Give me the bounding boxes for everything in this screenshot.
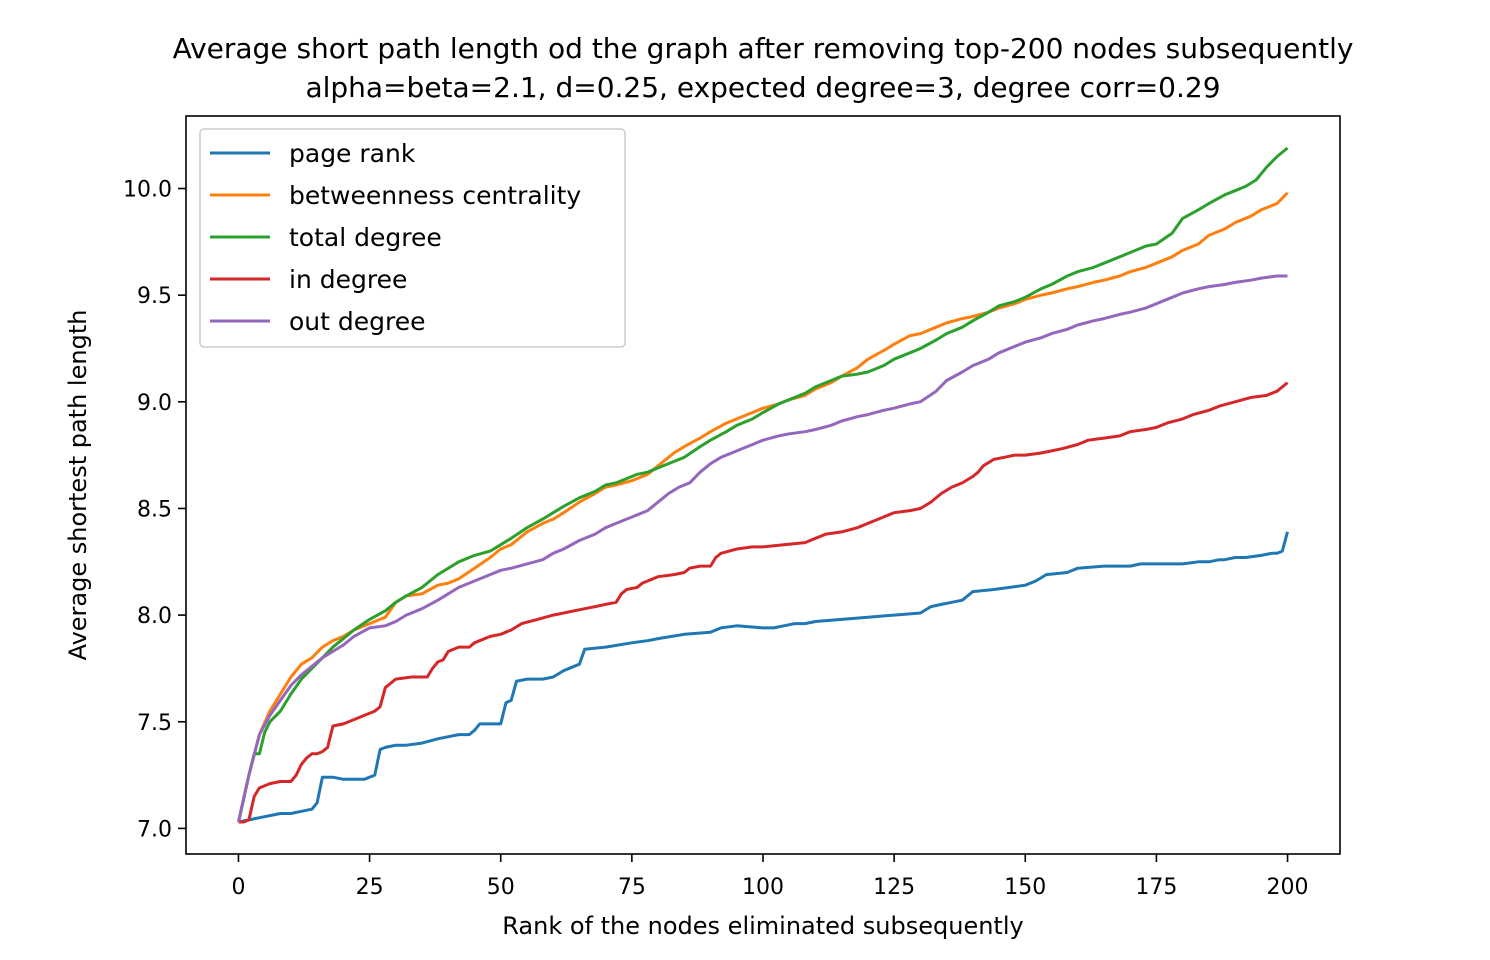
x-tick-label: 200 [1267,875,1309,900]
x-tick-label: 100 [742,875,784,900]
legend-label-total-degree: total degree [289,223,442,252]
x-tick-label: 25 [356,875,384,900]
x-tick-label: 50 [487,875,515,900]
y-axis-ticks: 7.0 7.5 8.0 8.5 9.0 9.5 10.0 [123,178,186,842]
x-tick-label: 75 [618,875,646,900]
series-line-page-rank [238,531,1289,824]
y-tick-label: 8.5 [137,497,172,522]
x-tick-label: 125 [873,875,915,900]
x-axis-label: Rank of the nodes eliminated subsequentl… [502,912,1023,940]
y-tick-label: 9.0 [137,391,172,416]
legend-label-betweenness-centrality: betweenness centrality [289,181,581,210]
series-line-betweenness-centrality [237,191,1289,823]
legend-label-page-rank: page rank [289,139,416,168]
chart-subtitle: alpha=beta=2.1, d=0.25, expected degree=… [305,71,1220,104]
x-tick-label: 175 [1135,875,1177,900]
y-axis-label: Average shortest path length [64,310,92,661]
legend-box [199,128,626,348]
y-tick-label: 8.0 [137,604,172,629]
legend-label-in-degree: in degree [289,265,407,294]
series-line-out-degree [237,274,1288,823]
y-tick-label: 10.0 [123,178,172,203]
x-tick-label: 150 [1004,875,1046,900]
legend-label-out-degree: out degree [289,307,426,336]
series-line-total-degree [237,146,1289,823]
legend-entries: page rank betweenness centrality total deg… [210,139,581,336]
series-line-in-degree [238,381,1289,824]
x-axis-ticks: 0 25 50 75 100 125 150 175 200 [231,854,1309,900]
plot-frame [185,115,1341,855]
series-layer [237,146,1289,824]
legend: page rank betweenness centrality total deg… [199,128,626,348]
y-tick-label: 9.5 [137,284,172,309]
y-tick-label: 7.5 [137,711,172,736]
x-tick-label: 0 [231,875,245,900]
chart-title: Average short path length od the graph a… [173,32,1354,65]
y-tick-label: 7.0 [137,817,172,842]
